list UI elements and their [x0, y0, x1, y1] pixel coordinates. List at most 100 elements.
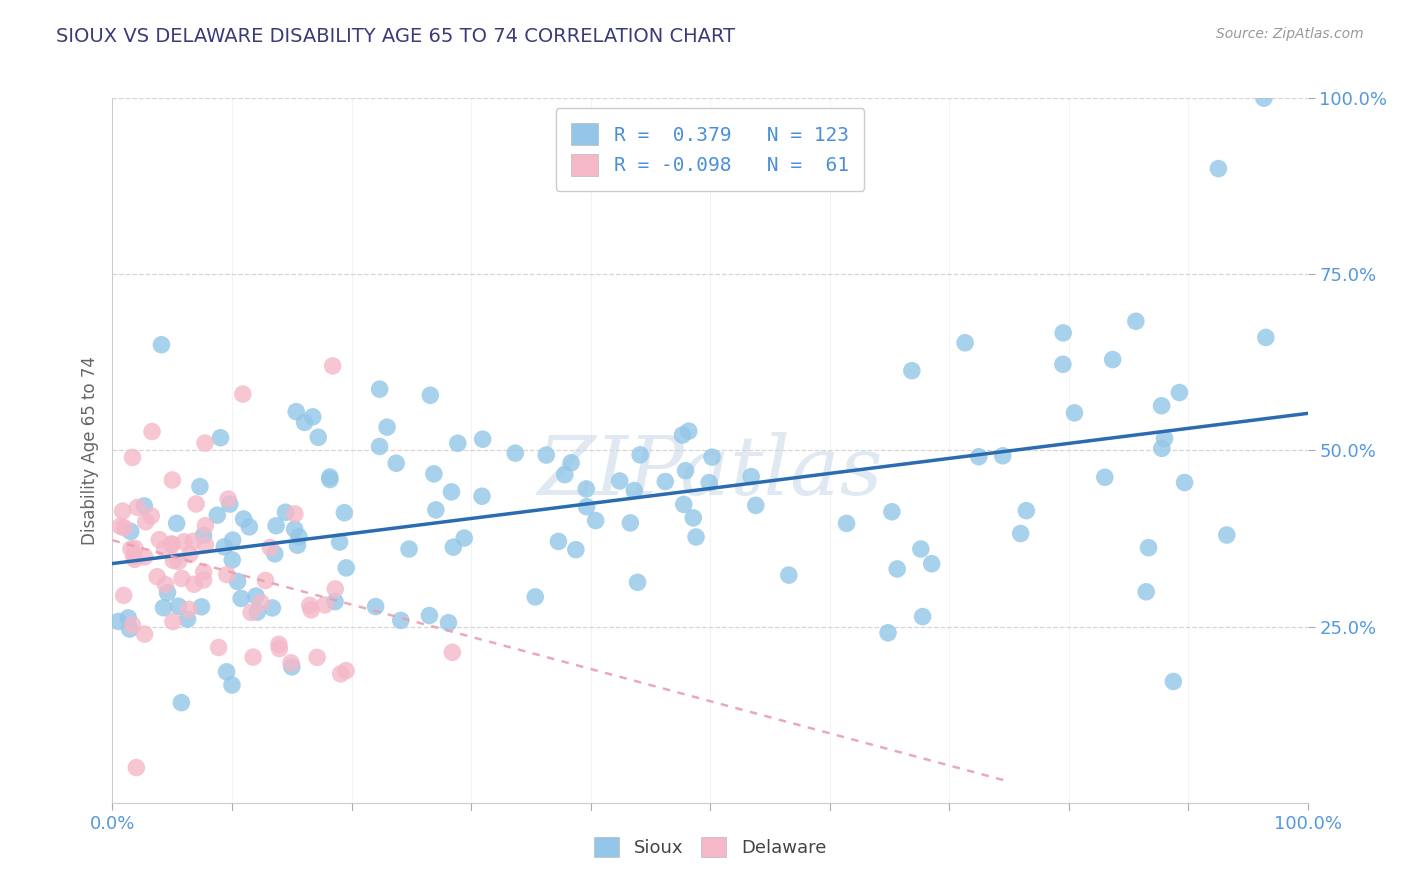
Point — [1052, 326, 1074, 340]
Point — [162, 553, 184, 567]
Point — [155, 577, 177, 591]
Point — [398, 542, 420, 557]
Point — [173, 534, 195, 549]
Point — [626, 575, 648, 590]
Point — [280, 656, 302, 670]
Point — [609, 474, 631, 488]
Point — [471, 489, 494, 503]
Point — [375, 420, 398, 434]
Point — [193, 528, 215, 542]
Point — [232, 512, 254, 526]
Point — [150, 338, 173, 352]
Point — [194, 436, 217, 450]
Point — [364, 599, 387, 614]
Point — [162, 615, 184, 629]
Point — [120, 541, 142, 556]
Point — [1010, 526, 1032, 541]
Point — [160, 537, 183, 551]
Point — [194, 518, 217, 533]
Point — [134, 499, 156, 513]
Point — [245, 589, 267, 603]
Point — [453, 531, 475, 545]
Point — [110, 519, 132, 533]
Point — [425, 503, 447, 517]
Point — [1168, 385, 1191, 400]
Point — [267, 637, 290, 651]
Point — [329, 535, 352, 549]
Point — [246, 605, 269, 619]
Point — [231, 591, 253, 606]
Point — [254, 574, 277, 588]
Point — [672, 497, 695, 511]
Point — [682, 511, 704, 525]
Point — [524, 590, 547, 604]
Point — [1153, 432, 1175, 446]
Point — [124, 552, 146, 566]
Point — [671, 428, 693, 442]
Point — [281, 660, 304, 674]
Point — [111, 504, 134, 518]
Point — [389, 614, 412, 628]
Point — [269, 641, 291, 656]
Point — [156, 585, 179, 599]
Point — [120, 524, 142, 539]
Point — [335, 664, 357, 678]
Point — [901, 364, 924, 378]
Point — [307, 430, 329, 444]
Point — [190, 599, 212, 614]
Point — [745, 499, 768, 513]
Point — [1150, 442, 1173, 456]
Point — [148, 533, 170, 547]
Point — [125, 760, 148, 774]
Point — [1094, 470, 1116, 484]
Point — [259, 541, 281, 555]
Point — [127, 500, 149, 515]
Point — [153, 542, 176, 557]
Point — [118, 622, 141, 636]
Point — [967, 450, 990, 464]
Point — [910, 542, 932, 557]
Point — [503, 446, 526, 460]
Point — [263, 547, 285, 561]
Point — [112, 521, 135, 535]
Point — [214, 540, 236, 554]
Point — [565, 542, 588, 557]
Point — [654, 475, 676, 489]
Point — [240, 606, 263, 620]
Point — [547, 534, 569, 549]
Point — [166, 516, 188, 531]
Point — [441, 540, 464, 554]
Point — [285, 404, 308, 418]
Text: ZIPatlas: ZIPatlas — [537, 432, 883, 512]
Point — [675, 464, 697, 478]
Point — [207, 508, 229, 523]
Legend: Sioux, Delaware: Sioux, Delaware — [586, 830, 834, 864]
Point — [160, 537, 183, 551]
Point — [619, 516, 641, 530]
Point — [921, 557, 943, 571]
Point — [301, 409, 323, 424]
Point — [333, 506, 356, 520]
Point — [217, 491, 239, 506]
Point — [1052, 357, 1074, 371]
Text: Source: ZipAtlas.com: Source: ZipAtlas.com — [1216, 27, 1364, 41]
Point — [623, 483, 645, 498]
Point — [274, 505, 297, 519]
Point — [585, 514, 607, 528]
Point — [575, 500, 598, 514]
Point — [184, 497, 207, 511]
Point — [329, 667, 352, 681]
Point — [835, 516, 858, 531]
Point — [117, 611, 139, 625]
Point — [471, 432, 494, 446]
Point — [700, 450, 723, 464]
Y-axis label: Disability Age 65 to 74: Disability Age 65 to 74 — [80, 356, 98, 545]
Point — [124, 541, 146, 556]
Point — [141, 425, 163, 439]
Point — [221, 533, 243, 547]
Point — [319, 473, 342, 487]
Point — [368, 382, 391, 396]
Point — [162, 473, 184, 487]
Point — [193, 573, 215, 587]
Point — [322, 359, 344, 373]
